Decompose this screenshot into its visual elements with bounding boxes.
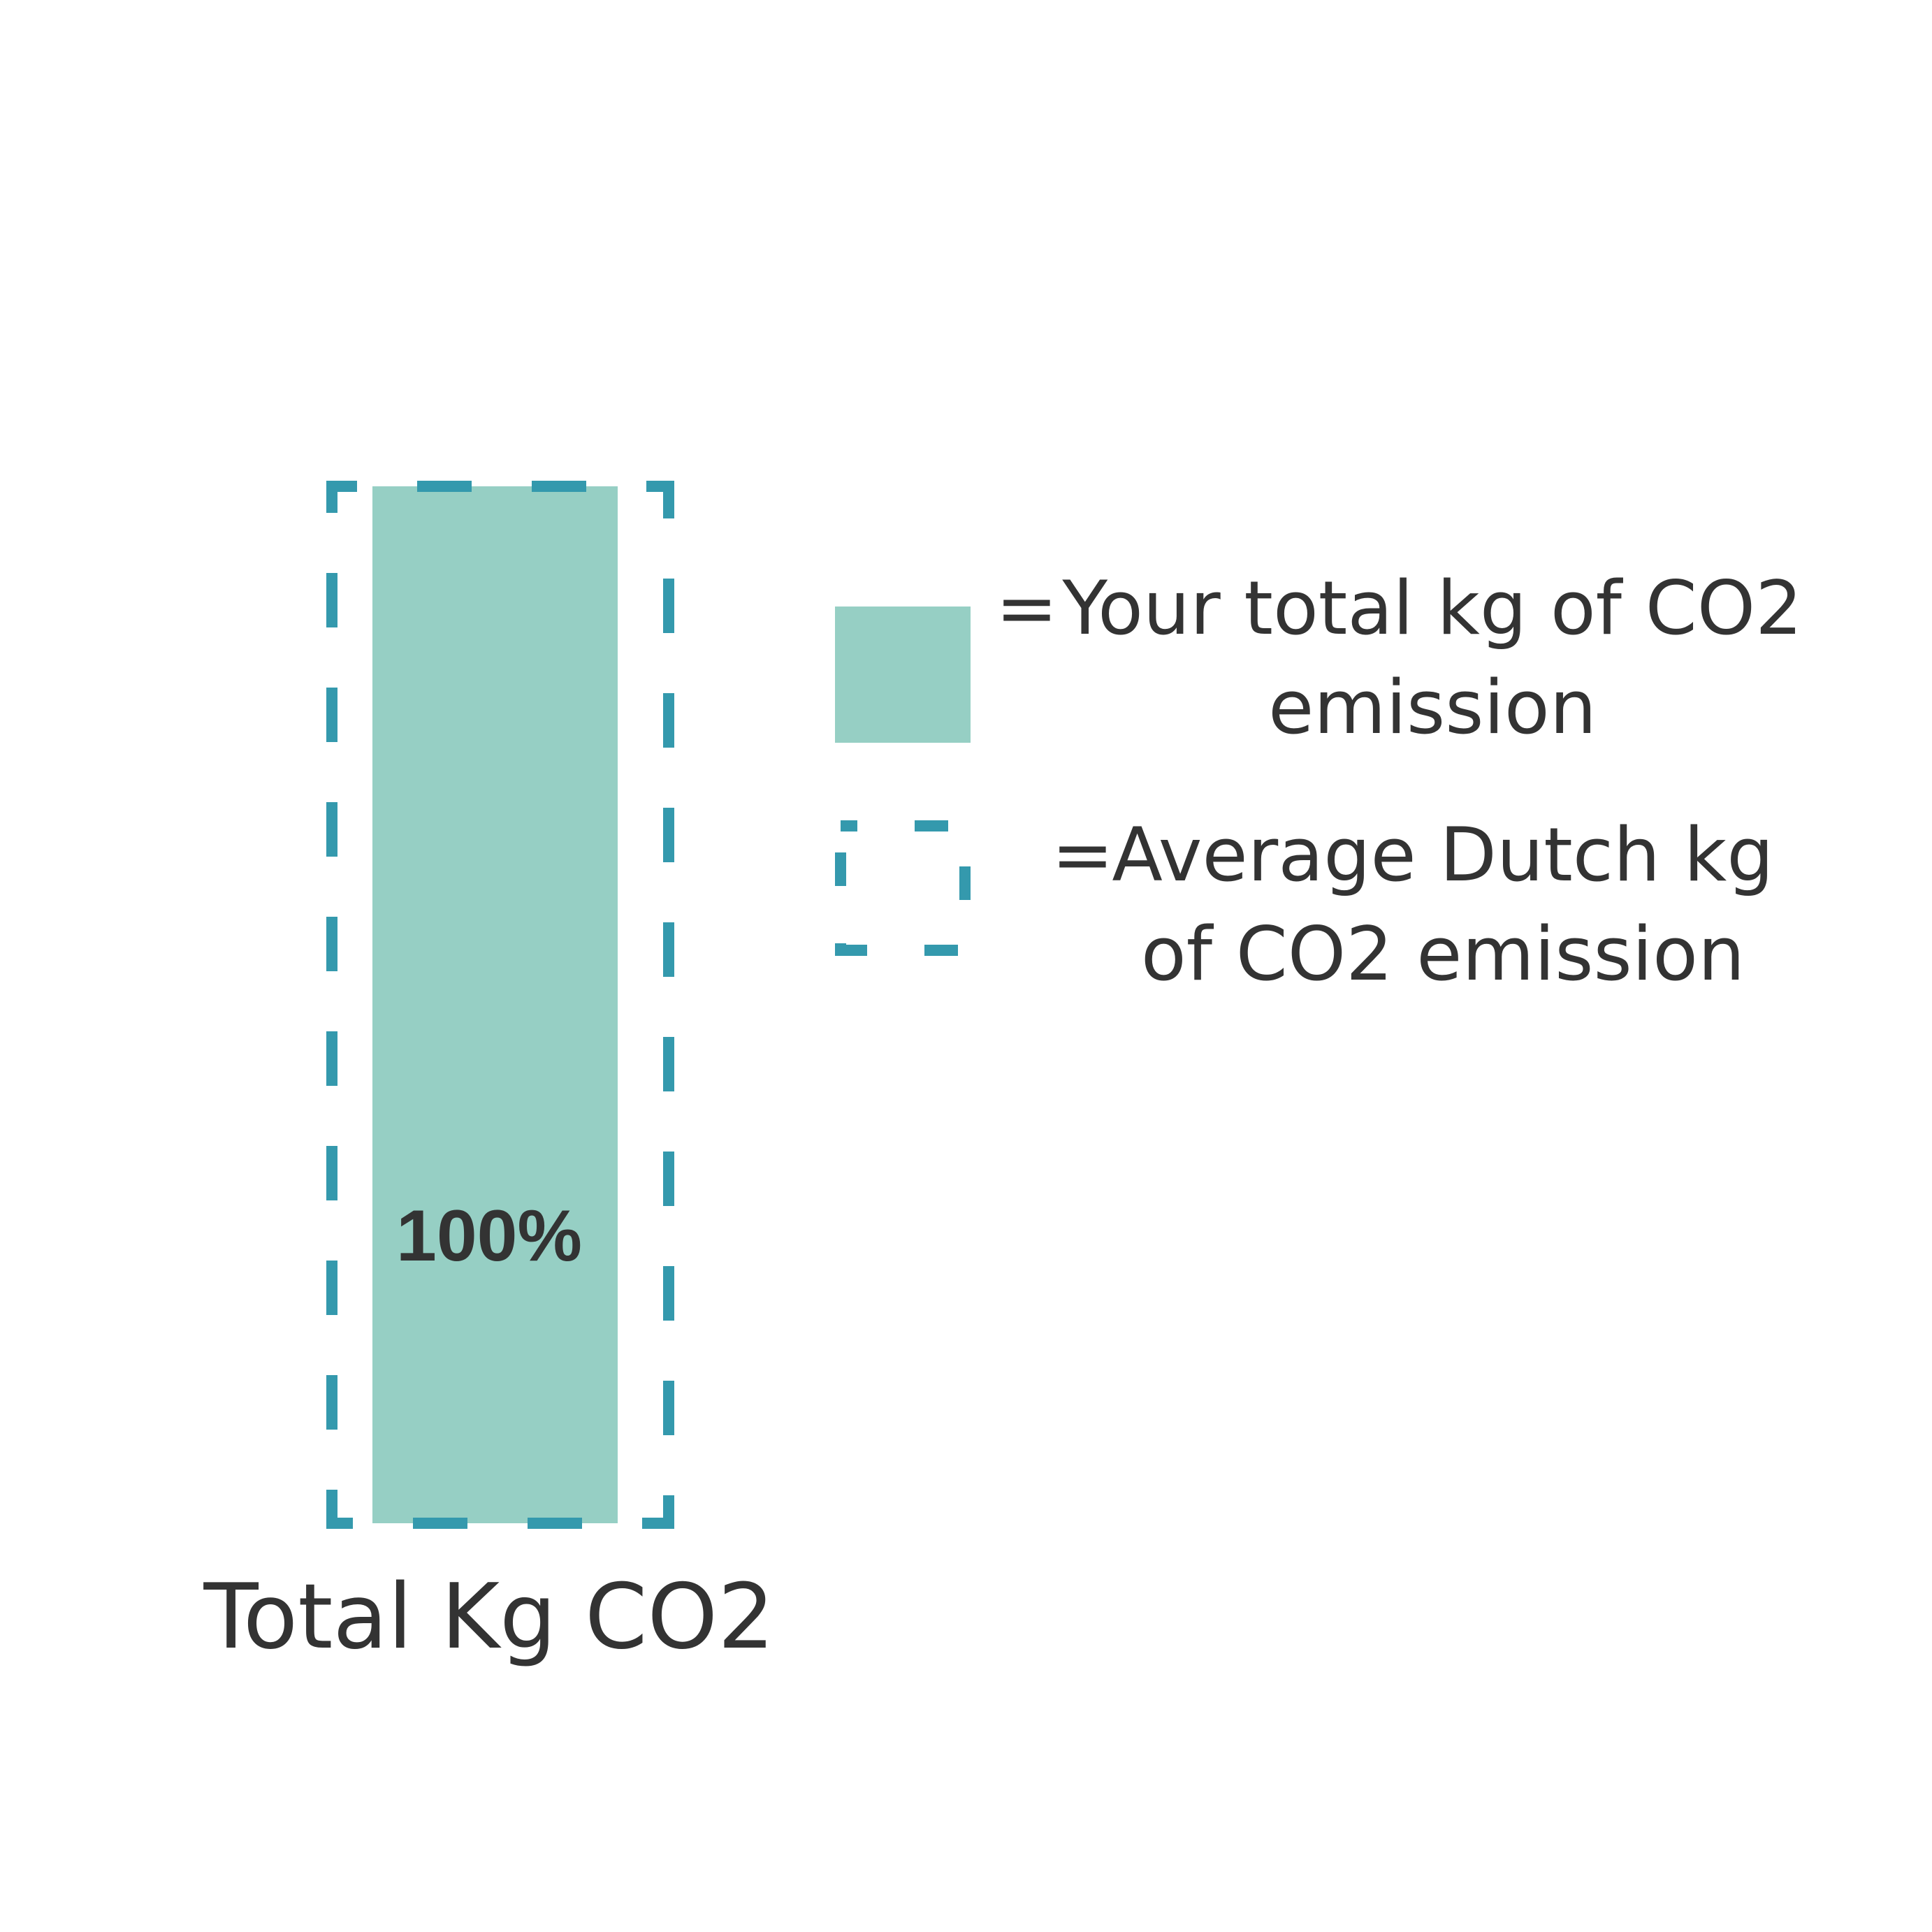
legend-user-swatch [835, 607, 971, 743]
legend-user-equals: = [996, 565, 1058, 651]
legend-user-line1: Your total kg of CO2 [1062, 565, 1803, 651]
legend-user-text: Your total kg of CO2 emission [1055, 559, 1810, 757]
legend-average-line1: Average Dutch kg [1112, 812, 1774, 898]
legend-average-swatch [835, 820, 971, 956]
bar-user-total [372, 486, 618, 1523]
x-category-label: Total Kg CO2 [203, 1565, 775, 1669]
legend-user-line2: emission [1268, 664, 1597, 750]
legend-swatches [835, 607, 971, 956]
legend-average-line2: of CO2 emission [1140, 911, 1745, 997]
legend-average-text: Average Dutch kg of CO2 emission [1097, 806, 1789, 1004]
bars-layer [326, 481, 674, 1529]
bar-data-label: 100% [396, 1196, 582, 1277]
legend-average-equals: = [1052, 812, 1114, 898]
